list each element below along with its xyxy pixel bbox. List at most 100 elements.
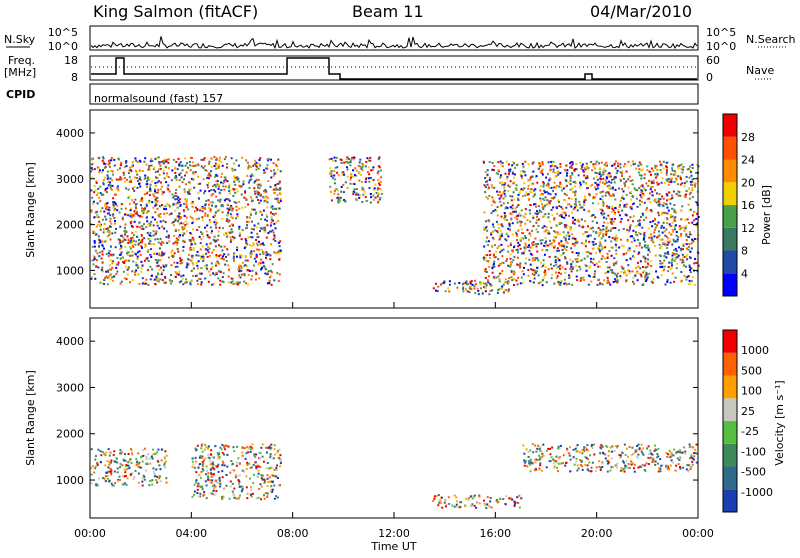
scatter-cell <box>578 221 580 223</box>
scatter-cell <box>517 242 519 244</box>
scatter-cell <box>613 221 615 223</box>
scatter-cell <box>358 197 360 199</box>
scatter-cell <box>144 175 146 177</box>
scatter-cell <box>526 448 528 450</box>
scatter-cell <box>630 199 632 201</box>
scatter-cell <box>112 174 114 176</box>
scatter-cell <box>677 239 679 241</box>
scatter-cell <box>681 171 683 173</box>
scatter-cell <box>620 179 622 181</box>
scatter-cell <box>532 443 534 445</box>
scatter-cell <box>591 470 593 472</box>
scatter-cell <box>584 258 586 260</box>
scatter-cell <box>196 479 198 481</box>
scatter-cell <box>599 250 601 252</box>
scatter-cell <box>647 254 649 256</box>
scatter-cell <box>141 200 143 202</box>
scatter-cell <box>189 161 191 163</box>
scatter-cell <box>472 498 474 500</box>
scatter-cell <box>154 188 156 190</box>
scatter-cell <box>129 167 131 169</box>
scatter-cell <box>135 470 137 472</box>
scatter-cell <box>572 266 574 268</box>
scatter-cell <box>178 274 180 276</box>
scatter-cell <box>119 476 121 478</box>
scatter-cell <box>260 483 262 485</box>
scatter-cell <box>483 161 485 163</box>
scatter-cell <box>604 246 606 248</box>
scatter-cell <box>127 242 129 244</box>
scatter-cell <box>517 257 519 259</box>
scatter-cell <box>576 261 578 263</box>
scatter-cell <box>130 237 132 239</box>
scatter-cell <box>234 201 236 203</box>
scatter-cell <box>134 199 136 201</box>
scatter-cell <box>520 239 522 241</box>
scatter-cell <box>557 170 559 172</box>
scatter-cell <box>565 170 567 172</box>
scatter-cell <box>691 184 693 186</box>
scatter-cell <box>485 220 487 222</box>
scatter-cell <box>157 171 159 173</box>
scatter-cell <box>210 449 212 451</box>
scatter-cell <box>91 474 93 476</box>
scatter-cell <box>685 227 687 229</box>
scatter-cell <box>139 178 141 180</box>
scatter-cell <box>142 277 144 279</box>
scatter-cell <box>604 257 606 259</box>
scatter-cell <box>608 206 610 208</box>
scatter-cell <box>184 215 186 217</box>
scatter-cell <box>509 229 511 231</box>
scatter-cell <box>242 470 244 472</box>
scatter-cell <box>513 256 515 258</box>
scatter-cell <box>508 497 510 499</box>
scatter-cell <box>265 252 267 254</box>
scatter-cell <box>241 274 243 276</box>
scatter-cell <box>222 249 224 251</box>
scatter-cell <box>165 221 167 223</box>
scatter-cell <box>487 198 489 200</box>
scatter-cell <box>507 202 509 204</box>
scatter-cell <box>115 267 117 269</box>
scatter-cell <box>588 462 590 464</box>
scatter-cell <box>124 277 126 279</box>
scatter-cell <box>578 174 580 176</box>
scatter-cell <box>158 242 160 244</box>
scatter-cell <box>532 260 534 262</box>
scatter-cell <box>488 221 490 223</box>
scatter-cell <box>608 451 610 453</box>
scatter-cell <box>562 266 564 268</box>
scatter-cell <box>137 187 139 189</box>
scatter-cell <box>575 163 577 165</box>
scatter-cell <box>565 214 567 216</box>
scatter-cell <box>536 251 538 253</box>
scatter-cell <box>112 260 114 262</box>
scatter-cell <box>345 181 347 183</box>
scatter-cell <box>552 207 554 209</box>
scatter-cell <box>197 251 199 253</box>
scatter-cell <box>506 161 508 163</box>
scatter-cell <box>488 266 490 268</box>
scatter-cell <box>615 249 617 251</box>
scatter-cell <box>160 182 162 184</box>
scatter-cell <box>232 491 234 493</box>
scatter-cell <box>204 213 206 215</box>
scatter-cell <box>255 279 257 281</box>
scatter-cell <box>182 235 184 237</box>
scatter-cell <box>246 497 248 499</box>
scatter-cell <box>528 259 530 261</box>
scatter-cell <box>226 466 228 468</box>
scatter-cell <box>666 174 668 176</box>
scatter-cell <box>667 244 669 246</box>
scatter-cell <box>546 281 548 283</box>
scatter-cell <box>555 460 557 462</box>
scatter-cell <box>251 221 253 223</box>
scatter-cell <box>239 256 241 258</box>
scatter-cell <box>462 283 464 285</box>
scatter-cell <box>258 168 260 170</box>
scatter-cell <box>144 479 146 481</box>
scatter-cell <box>642 185 644 187</box>
scatter-cell <box>497 292 499 294</box>
scatter-cell <box>593 230 595 232</box>
scatter-cell <box>223 272 225 274</box>
